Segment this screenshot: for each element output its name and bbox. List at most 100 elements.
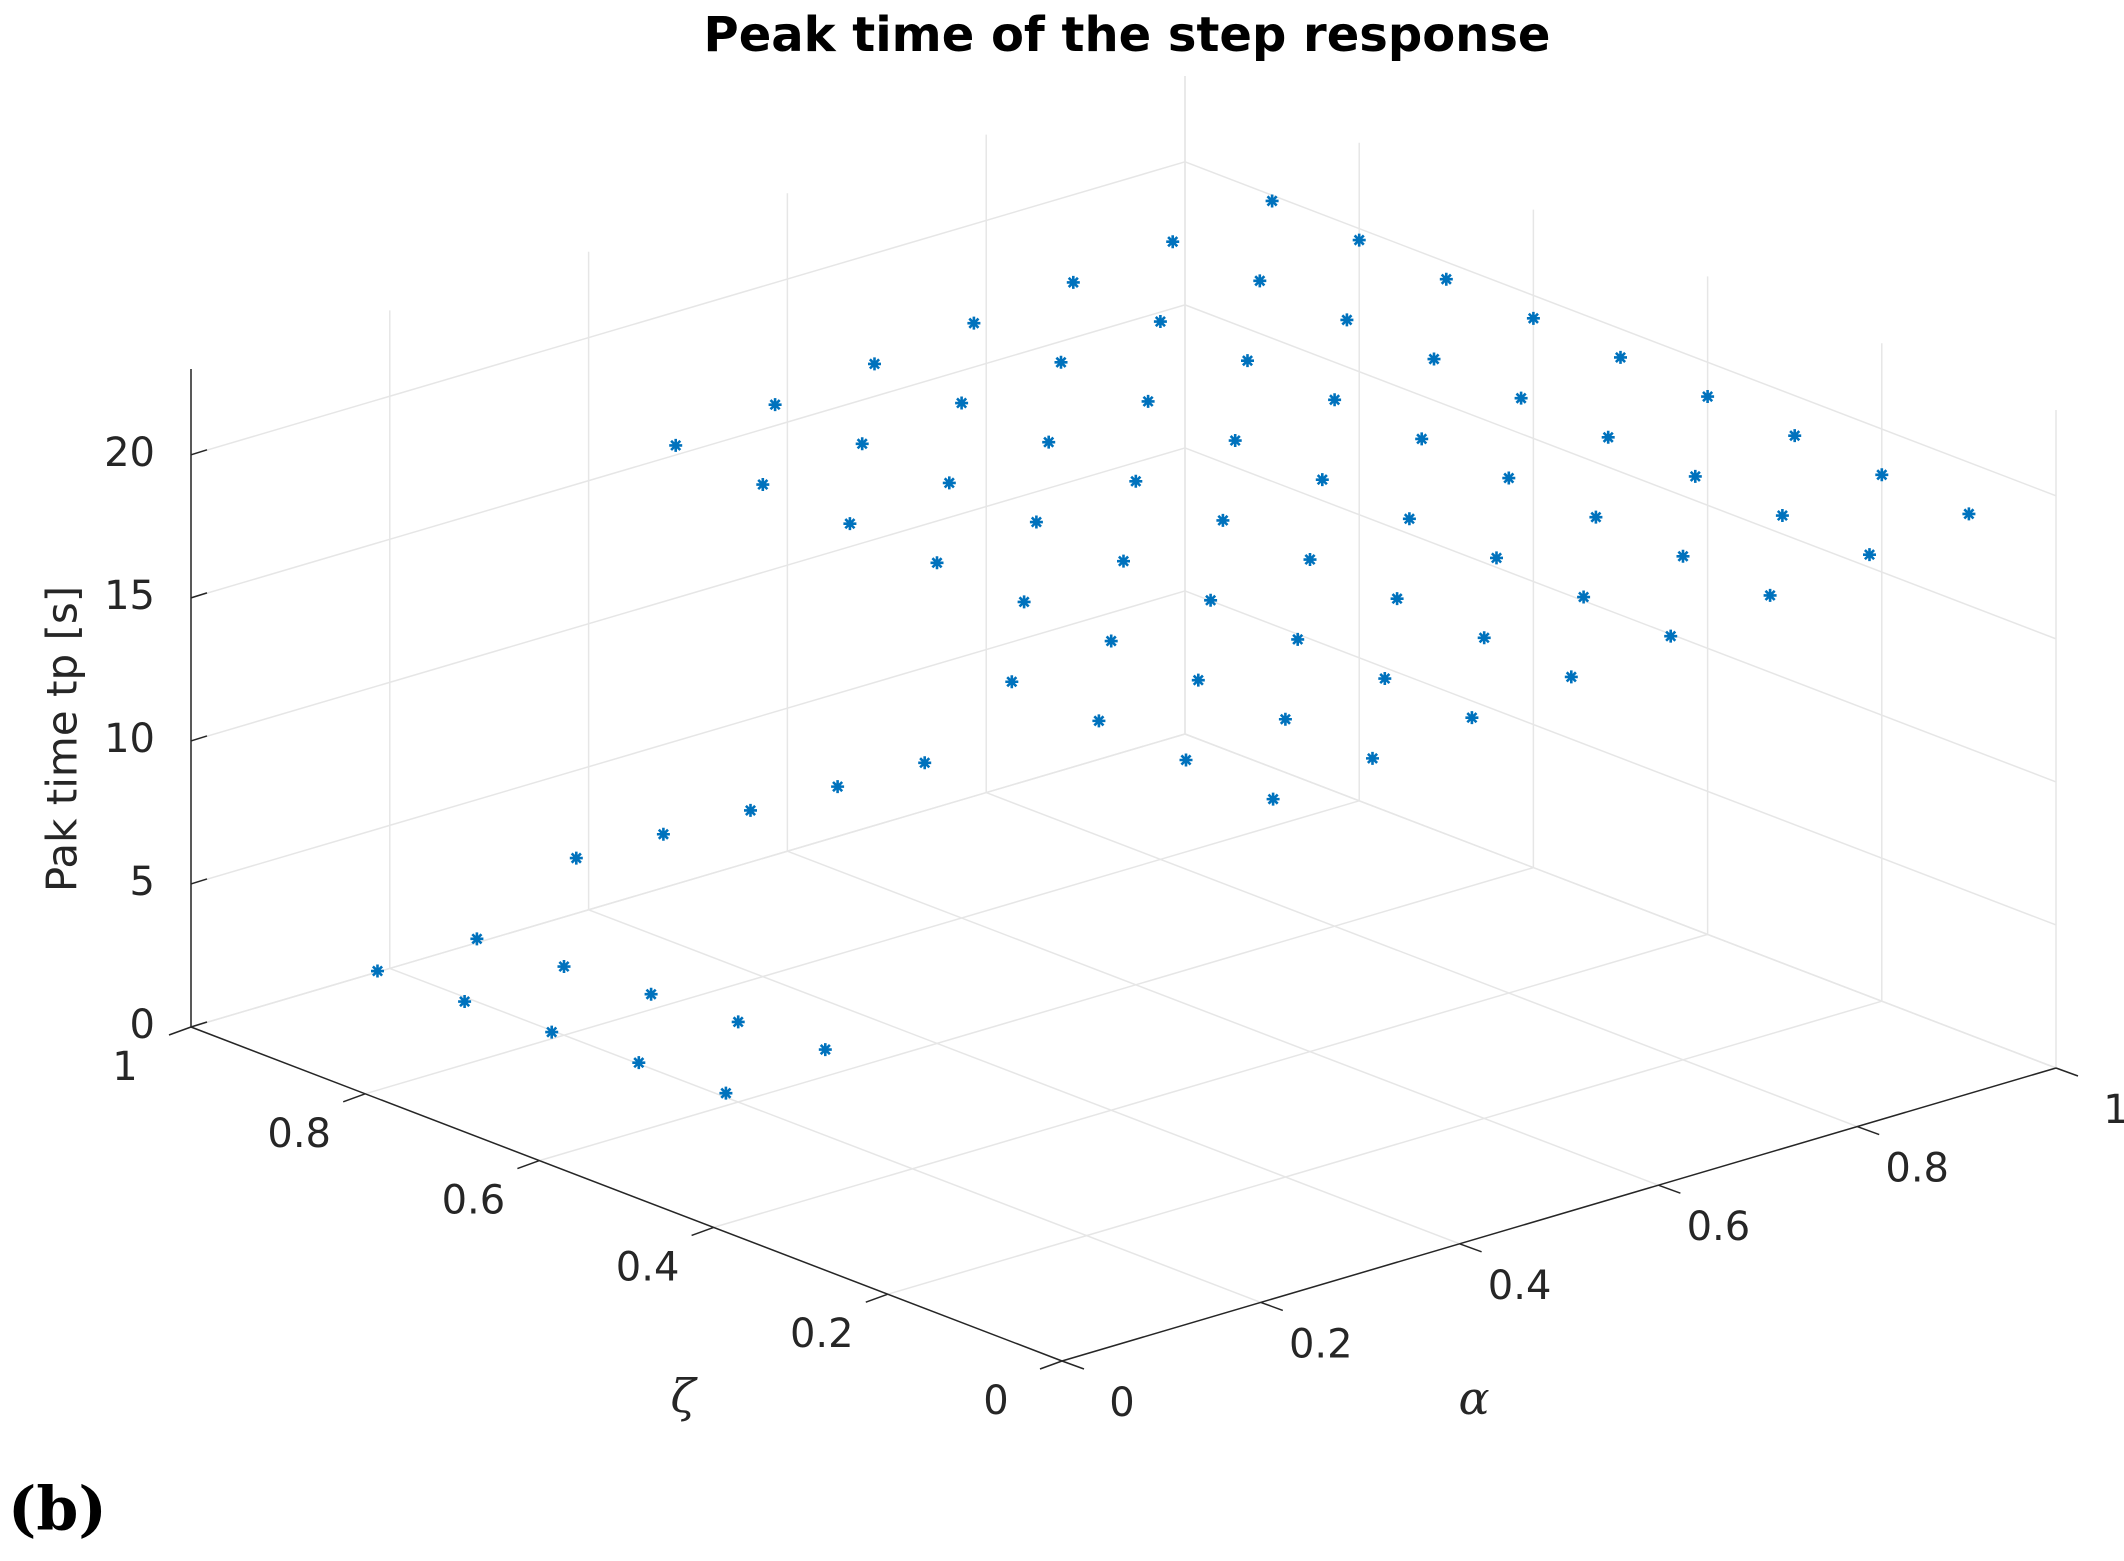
- marker: [669, 438, 683, 452]
- y-tick: [691, 1226, 714, 1237]
- marker: [1366, 751, 1379, 765]
- marker: [731, 1015, 745, 1029]
- marker: [1265, 194, 1279, 208]
- x-tick: [1856, 1125, 1880, 1136]
- marker: [458, 995, 472, 1009]
- marker: [1166, 235, 1180, 249]
- marker: [1601, 430, 1615, 444]
- marker: [719, 1086, 733, 1100]
- marker: [855, 437, 869, 451]
- marker: [545, 1025, 559, 1039]
- marker: [1029, 515, 1043, 529]
- marker: [1875, 468, 1889, 482]
- y-tick-label: 1: [112, 1044, 137, 1090]
- marker: [632, 1056, 646, 1070]
- grid-line: [190, 304, 1186, 599]
- y-tick: [342, 1093, 366, 1103]
- z-tick-label: 10: [104, 716, 155, 762]
- x-axis-line: [1061, 1067, 2057, 1362]
- marker: [768, 398, 782, 412]
- marker: [1439, 272, 1453, 286]
- marker: [1328, 393, 1342, 407]
- marker: [955, 396, 969, 410]
- z-tick: [190, 592, 208, 599]
- y-tick: [168, 1026, 192, 1036]
- marker: [868, 357, 881, 371]
- marker: [1526, 311, 1540, 325]
- marker: [470, 932, 484, 946]
- y-tick-label: 0.2: [790, 1311, 854, 1357]
- marker: [1241, 354, 1254, 368]
- marker: [1564, 670, 1578, 684]
- marker: [930, 556, 944, 570]
- grid-line: [1184, 590, 2057, 926]
- z-tick-label: 15: [104, 573, 155, 619]
- marker: [1179, 753, 1193, 767]
- marker: [1153, 315, 1167, 329]
- grid-line: [787, 850, 1659, 1186]
- marker: [1117, 554, 1130, 568]
- marker: [1291, 632, 1305, 646]
- marker: [818, 1043, 832, 1057]
- y-tick: [517, 1159, 540, 1170]
- marker: [1614, 350, 1627, 364]
- marker: [1253, 274, 1267, 288]
- z-tick-label: 0: [130, 1002, 155, 1048]
- z-tick: [190, 1021, 208, 1028]
- marker: [1092, 714, 1106, 728]
- x-tick: [1061, 1360, 1085, 1370]
- marker: [1278, 712, 1292, 726]
- x-tick: [1658, 1184, 1681, 1194]
- marker: [371, 964, 384, 978]
- z-tick: [190, 735, 208, 742]
- z-tick-label: 5: [130, 859, 155, 905]
- marker: [1863, 548, 1876, 562]
- grid-line: [389, 967, 1262, 1304]
- grid-line: [985, 791, 1858, 1128]
- marker: [1204, 593, 1218, 607]
- marker: [1427, 352, 1441, 366]
- marker: [1676, 549, 1690, 563]
- marker: [1228, 434, 1242, 448]
- grid-line: [887, 1000, 1883, 1295]
- marker: [1042, 435, 1056, 449]
- marker: [1775, 509, 1789, 523]
- marker: [1017, 595, 1031, 609]
- marker: [967, 316, 981, 330]
- y-tick: [1039, 1360, 1063, 1370]
- grid-line: [1184, 733, 2057, 1069]
- marker: [569, 851, 583, 865]
- grid: [190, 76, 2057, 1362]
- marker: [1352, 233, 1366, 247]
- x-tick-label: 0.2: [1289, 1321, 1353, 1367]
- marker: [1577, 590, 1591, 604]
- y-axis-line: [190, 1026, 1063, 1362]
- marker: [1216, 513, 1230, 527]
- x-axis-label: α: [1458, 1371, 1489, 1425]
- marker: [1191, 673, 1205, 687]
- marker: [1664, 629, 1678, 643]
- marker: [1402, 512, 1416, 526]
- z-tick: [190, 449, 208, 456]
- marker: [756, 478, 770, 492]
- marker: [744, 803, 757, 817]
- y-tick-label: 0.4: [616, 1244, 680, 1290]
- grid-line: [190, 161, 1186, 456]
- grid-line: [364, 800, 1360, 1095]
- marker: [1303, 553, 1317, 567]
- marker: [1477, 631, 1491, 645]
- marker: [1502, 471, 1516, 485]
- grid-line: [588, 909, 1460, 1245]
- x-tick-label: 0.4: [1488, 1263, 1552, 1309]
- grid-line: [190, 590, 1186, 885]
- grid-line: [1184, 447, 2057, 783]
- panel-label: (b): [8, 1475, 107, 1545]
- z-axis-label: Pak time tp [s]: [38, 586, 87, 892]
- marker: [1066, 275, 1080, 289]
- marker: [942, 476, 956, 490]
- marker: [1763, 588, 1777, 602]
- marker: [1141, 394, 1155, 408]
- marker: [557, 960, 571, 974]
- x-tick-label: 0.6: [1687, 1204, 1751, 1250]
